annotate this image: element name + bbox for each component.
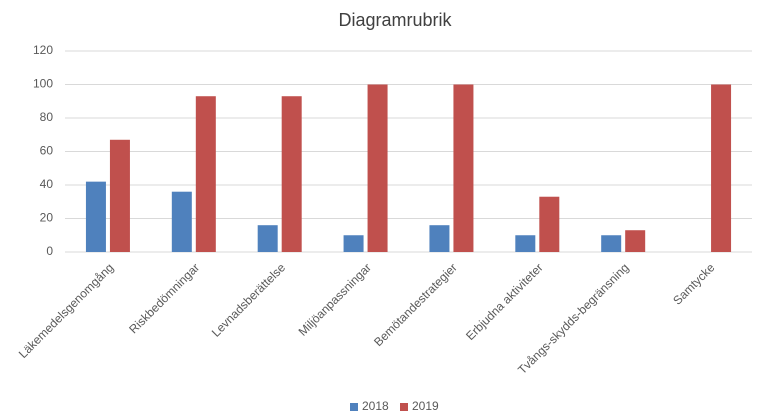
- x-tick-label: Samtycke: [670, 260, 717, 307]
- bar: [711, 84, 732, 252]
- y-tick-label: 80: [40, 110, 54, 124]
- bar: [515, 235, 536, 252]
- bar: [195, 96, 216, 252]
- x-tick-label: Riskbedömningar: [126, 260, 202, 336]
- bar: [171, 191, 192, 252]
- y-tick-label: 60: [40, 144, 54, 158]
- legend-label: 2018: [362, 399, 389, 413]
- legend-label: 2019: [412, 399, 439, 413]
- bar: [257, 225, 278, 252]
- bar: [453, 84, 474, 252]
- y-tick-label: 100: [33, 77, 53, 91]
- y-tick-label: 40: [40, 177, 54, 191]
- y-tick-label: 20: [40, 211, 54, 225]
- bar: [625, 230, 646, 252]
- x-tick-label: Läkemedelsgenomgång: [16, 260, 116, 360]
- bar: [601, 235, 622, 252]
- x-tick-label: Levnadsberättelse: [209, 260, 288, 339]
- legend-swatch: [400, 403, 408, 411]
- chart-title: Diagramrubrik: [338, 10, 452, 30]
- bar: [539, 196, 560, 252]
- bar: [429, 225, 450, 252]
- legend-swatch: [350, 403, 358, 411]
- bar: [85, 181, 106, 252]
- bar: [281, 96, 302, 252]
- y-tick-label: 120: [33, 43, 53, 57]
- x-tick-label: Bemötandestrategier: [371, 260, 460, 349]
- bar: [367, 84, 388, 252]
- bar: [109, 139, 130, 252]
- x-tick-label: Erbjudna aktiviteter: [463, 260, 546, 343]
- bar: [343, 235, 364, 252]
- x-tick-label: Miljöanpassningar: [296, 260, 374, 338]
- y-tick-label: 0: [46, 244, 53, 258]
